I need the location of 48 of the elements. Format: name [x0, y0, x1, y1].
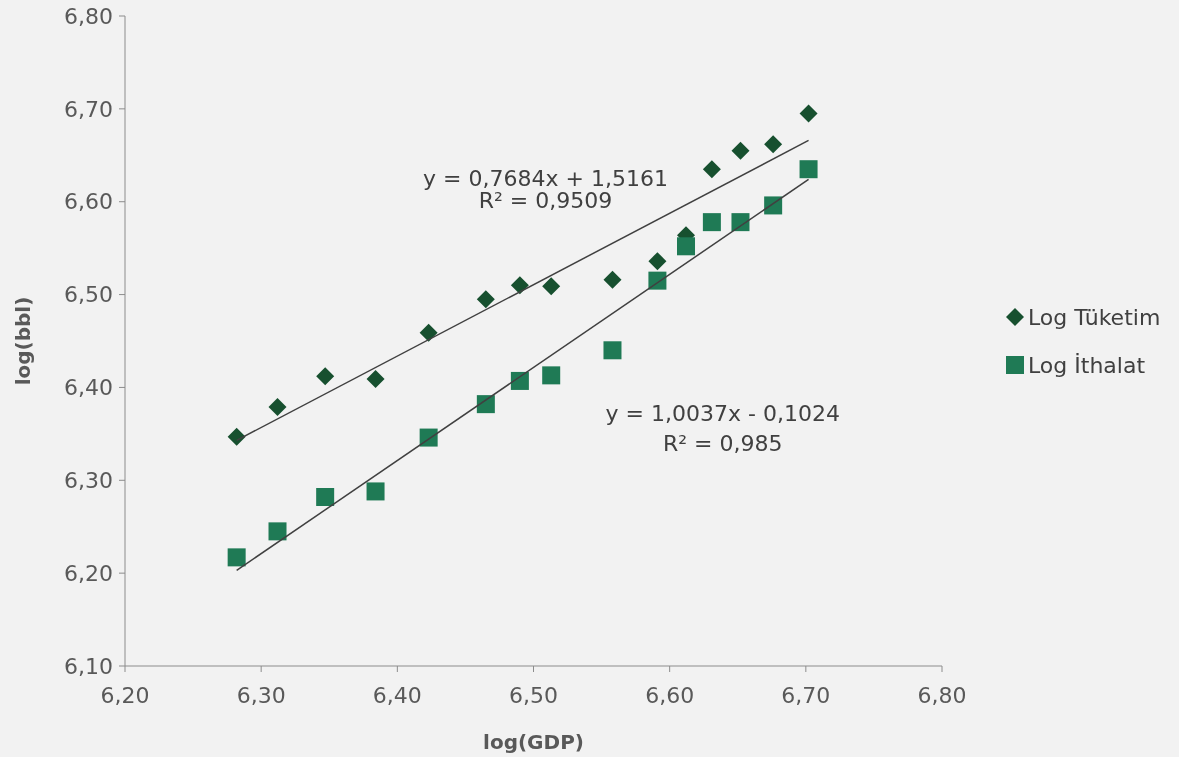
x-tick-label: 6,20: [100, 683, 150, 708]
point: [476, 290, 495, 309]
point: [268, 397, 287, 416]
point: [731, 213, 750, 232]
x-tick-label: 6,50: [509, 683, 558, 708]
point: [799, 104, 818, 123]
y-tick-label: 6,70: [64, 96, 113, 122]
point: [227, 427, 246, 446]
annotation: R² = 0,985: [663, 430, 783, 456]
y-tick-label: 6,30: [64, 467, 113, 493]
y-tick-label: 6,20: [64, 560, 113, 586]
point: [316, 367, 335, 386]
y-tick-label: 6,60: [64, 189, 113, 215]
x-tick-label: 6,70: [781, 683, 831, 708]
point: [366, 370, 385, 389]
point: [316, 488, 335, 506]
x-tick-label: 6,60: [645, 683, 695, 708]
point: [799, 160, 818, 179]
legend-label: Log Tüketim: [1028, 304, 1161, 330]
point: [476, 395, 495, 414]
x-tick-label: 6,30: [236, 683, 286, 708]
point: [677, 237, 696, 256]
annotation: y = 1,0037x - 0,1024: [605, 400, 840, 426]
point: [510, 371, 529, 390]
point: [510, 276, 529, 295]
point: [702, 213, 721, 232]
point: [542, 277, 561, 296]
point: [648, 252, 667, 271]
point: [542, 366, 561, 385]
point: [702, 160, 721, 179]
point: [268, 522, 287, 541]
x-tick-label: 6,40: [372, 683, 422, 708]
y-tick-label: 6,50: [64, 282, 113, 308]
point: [731, 141, 750, 160]
y-tick-label: 6,80: [64, 3, 113, 29]
y-tick-label: 6,40: [64, 375, 113, 401]
x-tick-label: 6,80: [917, 683, 967, 708]
point: [366, 482, 385, 501]
legend-label: Log İthalat: [1028, 352, 1146, 378]
point: [419, 323, 438, 342]
y-axis-title: log(bbl): [11, 296, 35, 386]
x-axis-title: log(GDP): [483, 730, 584, 754]
point: [603, 341, 622, 360]
y-tick-label: 6,10: [64, 653, 113, 679]
point: [603, 270, 622, 289]
point: [227, 548, 246, 567]
point: [764, 135, 783, 154]
point: [419, 428, 438, 447]
